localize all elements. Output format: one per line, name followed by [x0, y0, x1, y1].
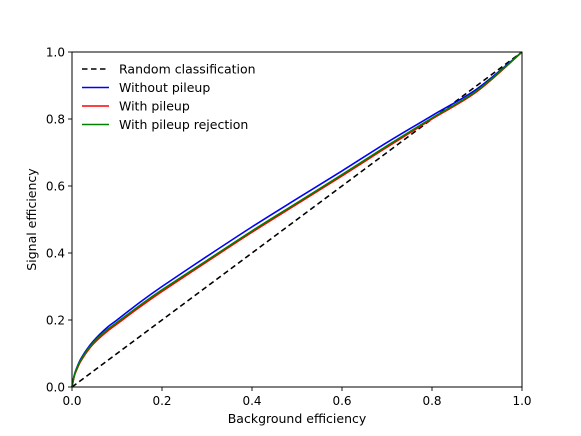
x-axis-label: Background efficiency — [228, 411, 367, 426]
legend-entry-with-pileup: With pileup — [82, 99, 190, 114]
legend-entry-with-pileup-rejection: With pileup rejection — [82, 117, 248, 132]
x-tick-label: 1.0 — [512, 394, 531, 408]
plot-area — [71, 51, 523, 388]
x-tick-label: 0.8 — [422, 394, 441, 408]
legend: Random classification Without pileup With … — [82, 62, 256, 132]
legend-entry-without-pileup: Without pileup — [82, 80, 210, 95]
legend-label: Without pileup — [119, 80, 210, 95]
x-tick-label: 0.2 — [152, 394, 171, 408]
axis-ticks: 0.0 0.2 0.4 0.6 0.8 1.0 0.0 0.2 0.4 0.6 0.8 1.0 — [46, 46, 532, 409]
x-tick-label: 0.6 — [332, 394, 351, 408]
y-tick-label: 0.8 — [46, 113, 65, 127]
legend-entry-random-classification: Random classification — [82, 62, 256, 77]
y-tick-label: 0.6 — [46, 180, 65, 194]
y-tick-label: 0.2 — [46, 314, 65, 328]
legend-label: Random classification — [119, 62, 256, 77]
y-tick-label: 0.4 — [46, 247, 65, 261]
axes-frame — [71, 51, 523, 388]
x-tick-label: 0.0 — [62, 394, 81, 408]
series-line-with-pileup-rejection — [71, 51, 523, 388]
series-line-random-classification — [71, 51, 523, 388]
legend-label: With pileup rejection — [119, 117, 248, 132]
x-tick-label: 0.4 — [242, 394, 261, 408]
legend-label: With pileup — [119, 99, 190, 114]
y-axis-label: Signal efficiency — [24, 168, 39, 271]
y-tick-label: 0.0 — [46, 381, 65, 395]
y-tick-label: 1.0 — [46, 46, 65, 60]
